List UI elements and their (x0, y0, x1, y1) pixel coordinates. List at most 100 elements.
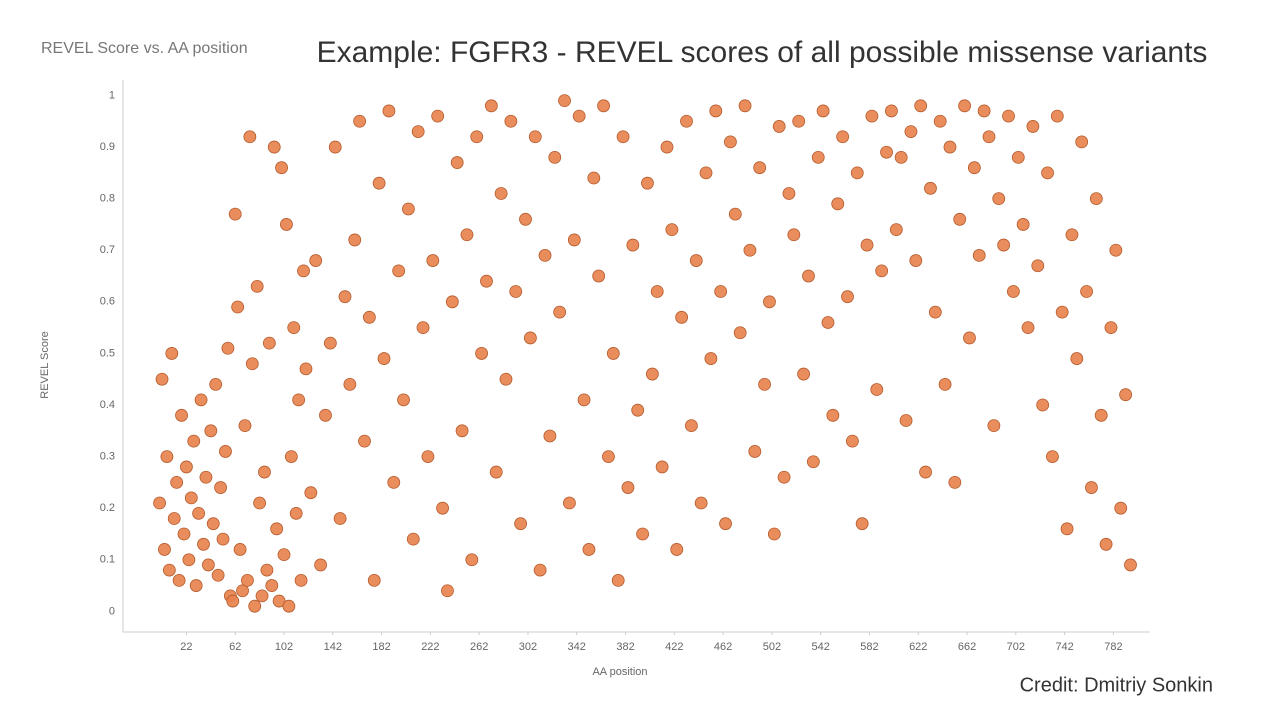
point (211, 568, 225, 582)
point (772, 120, 786, 133)
point (875, 264, 889, 278)
point (170, 475, 184, 489)
point (963, 331, 976, 345)
point (811, 150, 825, 164)
point (972, 249, 986, 262)
point (855, 517, 869, 531)
point (206, 517, 220, 531)
point (233, 543, 247, 556)
point (709, 104, 723, 118)
point (543, 429, 557, 443)
point (411, 125, 425, 138)
point (933, 114, 947, 128)
point (445, 295, 459, 309)
point (455, 424, 469, 438)
point (953, 212, 967, 226)
point (797, 367, 811, 381)
point (1085, 481, 1098, 494)
point (219, 445, 232, 458)
y-tick-label: 0.6 (100, 296, 115, 308)
point (845, 434, 859, 448)
point (982, 130, 996, 144)
point (860, 238, 874, 252)
x-tick-label: 742 (1055, 641, 1073, 653)
point (275, 161, 288, 175)
point (292, 393, 306, 407)
point (153, 496, 166, 510)
point (675, 310, 689, 324)
point (792, 114, 806, 128)
point (992, 192, 1006, 206)
point (155, 372, 169, 386)
point (241, 574, 254, 587)
x-tick-label: 502 (763, 641, 781, 653)
point (1006, 285, 1020, 298)
point (523, 331, 537, 345)
point (165, 347, 179, 360)
point (416, 321, 430, 335)
point (719, 517, 732, 531)
point (611, 574, 625, 587)
point (655, 460, 669, 474)
point (216, 532, 230, 546)
point (187, 434, 201, 448)
point (899, 414, 913, 427)
point (724, 135, 737, 149)
point (289, 506, 303, 520)
point (226, 594, 240, 608)
point (182, 553, 196, 567)
y-axis-label: REVEL Score (39, 331, 51, 398)
point (841, 290, 854, 304)
point (909, 254, 923, 267)
point (167, 512, 181, 525)
point (641, 176, 654, 190)
point (592, 269, 606, 283)
point (1011, 150, 1025, 164)
point (738, 99, 752, 113)
point (297, 264, 310, 278)
point (1070, 352, 1084, 365)
point (880, 145, 893, 159)
point (958, 99, 972, 113)
x-tick-label: 342 (568, 641, 586, 653)
point (372, 176, 386, 190)
point (397, 393, 410, 407)
point (504, 114, 518, 128)
x-axis-label: AA position (592, 666, 647, 678)
slide-title: Example: FGFR3 - REVEL scores of all pos… (317, 36, 1208, 69)
point (714, 285, 728, 298)
point (777, 470, 791, 484)
point (943, 140, 957, 154)
point (1075, 135, 1089, 149)
point (470, 130, 484, 144)
point (587, 171, 601, 185)
x-tick-label: 462 (714, 641, 732, 653)
point (402, 202, 415, 216)
point (1026, 120, 1040, 133)
point (248, 599, 262, 613)
point (806, 455, 820, 469)
point (924, 181, 937, 195)
point (1065, 228, 1079, 242)
point (577, 393, 591, 407)
point (1124, 558, 1137, 572)
point (645, 367, 659, 381)
points (153, 94, 1137, 613)
y-tick-label: 0.8 (100, 193, 115, 205)
point (699, 166, 713, 180)
point (450, 156, 464, 169)
point (270, 522, 284, 536)
point (284, 450, 298, 463)
point (189, 579, 203, 592)
point (358, 434, 371, 448)
point (436, 501, 449, 515)
point (684, 419, 698, 433)
point (1080, 285, 1093, 298)
point (377, 352, 391, 365)
x-tick-label: 302 (519, 641, 537, 653)
point (362, 310, 376, 324)
point (262, 336, 276, 350)
point (158, 543, 171, 556)
point (563, 496, 576, 510)
